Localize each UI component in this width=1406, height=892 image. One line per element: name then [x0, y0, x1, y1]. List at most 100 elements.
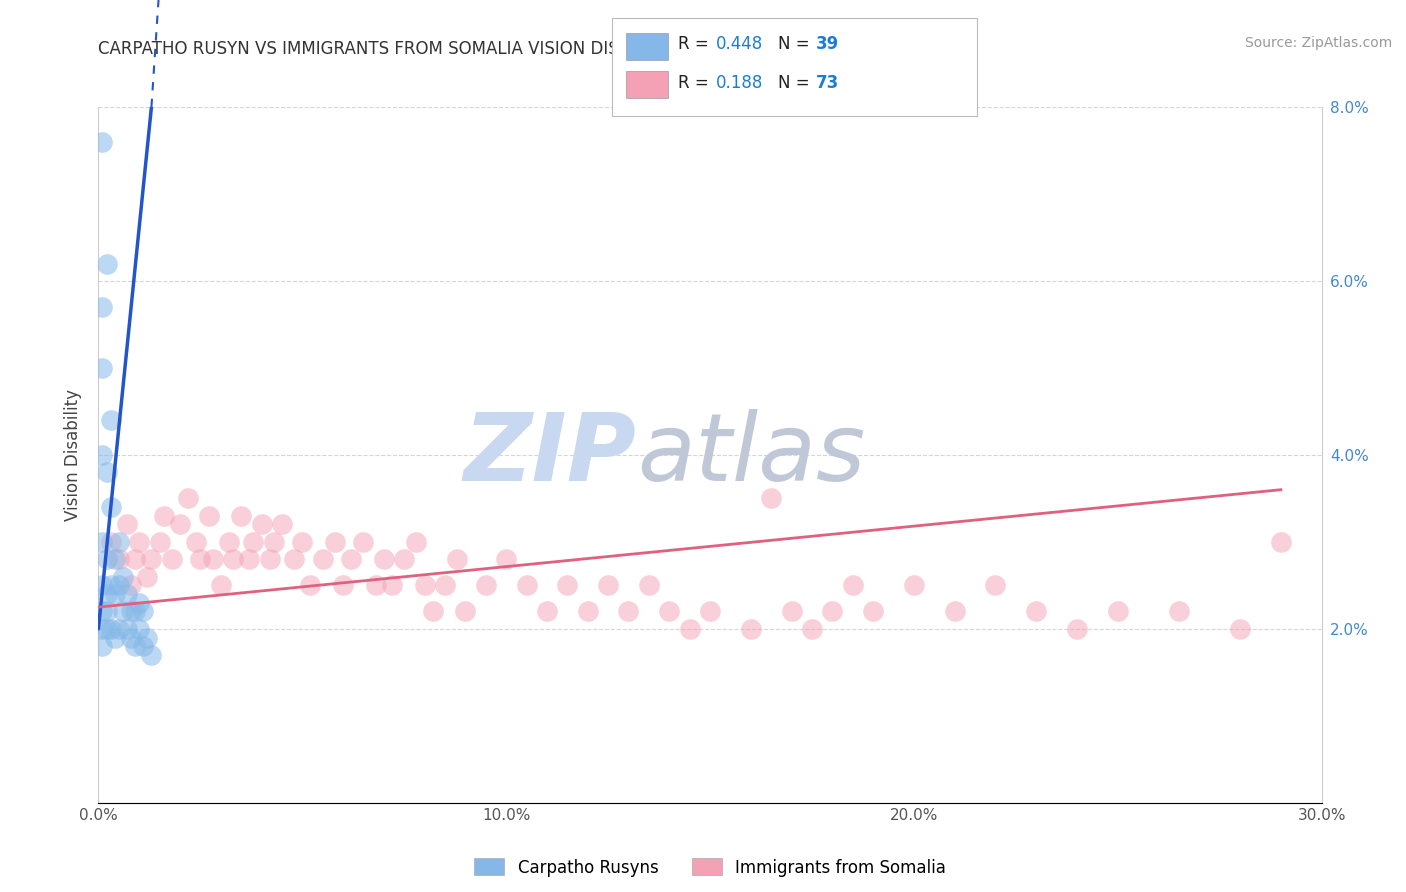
Text: 39: 39 — [815, 35, 839, 53]
Point — [1229, 622, 1251, 636]
Point — [186, 535, 208, 549]
Text: CARPATHO RUSYN VS IMMIGRANTS FROM SOMALIA VISION DISABILITY CORRELATION CHART: CARPATHO RUSYN VS IMMIGRANTS FROM SOMALI… — [98, 40, 866, 58]
Point — [1167, 605, 1189, 619]
Point — [100, 413, 122, 427]
Point — [218, 535, 240, 549]
Point — [474, 578, 498, 592]
Point — [115, 587, 138, 601]
Point — [152, 508, 174, 523]
Point — [238, 552, 260, 566]
Point — [115, 622, 138, 636]
Point — [984, 578, 1007, 592]
Y-axis label: Vision Disability: Vision Disability — [65, 389, 83, 521]
Point — [91, 360, 114, 375]
Point — [96, 622, 118, 636]
Point — [124, 639, 146, 653]
Point — [454, 605, 477, 619]
Text: N =: N = — [778, 74, 814, 92]
Point — [821, 605, 844, 619]
Point — [617, 605, 640, 619]
Point — [495, 552, 517, 566]
Point — [1025, 605, 1047, 619]
Point — [104, 587, 127, 601]
Point — [91, 578, 114, 592]
Point — [943, 605, 966, 619]
Point — [160, 552, 183, 566]
Point — [124, 552, 146, 566]
Point — [96, 552, 118, 566]
Point — [91, 300, 114, 314]
Point — [352, 535, 374, 549]
Point — [96, 257, 118, 271]
Point — [104, 552, 127, 566]
Point — [188, 552, 212, 566]
Point — [679, 622, 702, 636]
Text: Source: ZipAtlas.com: Source: ZipAtlas.com — [1244, 36, 1392, 50]
Point — [209, 578, 232, 592]
Point — [136, 631, 159, 645]
Point — [132, 605, 155, 619]
Point — [141, 552, 163, 566]
Point — [259, 552, 281, 566]
Point — [373, 552, 395, 566]
Point — [699, 605, 721, 619]
Text: R =: R = — [678, 35, 714, 53]
Point — [299, 578, 322, 592]
Point — [291, 535, 314, 549]
Point — [132, 639, 155, 653]
Point — [177, 491, 200, 506]
Point — [323, 535, 346, 549]
Point — [96, 587, 118, 601]
Text: 0.188: 0.188 — [716, 74, 763, 92]
Point — [761, 491, 783, 506]
Point — [120, 631, 142, 645]
Point — [364, 578, 387, 592]
Point — [250, 517, 273, 532]
Point — [270, 517, 294, 532]
Point — [801, 622, 824, 636]
Point — [108, 578, 131, 592]
Point — [96, 466, 118, 480]
Point — [740, 622, 762, 636]
Point — [516, 578, 538, 592]
Point — [405, 535, 427, 549]
Point — [422, 605, 444, 619]
Text: 73: 73 — [815, 74, 839, 92]
Point — [100, 622, 122, 636]
Point — [381, 578, 404, 592]
Text: N =: N = — [778, 35, 814, 53]
Point — [120, 578, 142, 592]
Point — [340, 552, 363, 566]
Point — [104, 631, 127, 645]
Point — [91, 622, 114, 636]
Point — [557, 578, 579, 592]
Point — [841, 578, 863, 592]
Point — [128, 596, 150, 610]
Point — [862, 605, 884, 619]
Point — [91, 605, 114, 619]
Point — [903, 578, 925, 592]
Point — [598, 578, 620, 592]
Point — [1107, 605, 1129, 619]
Point — [263, 535, 285, 549]
Text: atlas: atlas — [637, 409, 865, 500]
Point — [96, 605, 118, 619]
Point — [283, 552, 305, 566]
Point — [136, 570, 159, 584]
Point — [222, 552, 245, 566]
Point — [111, 605, 134, 619]
Point — [312, 552, 335, 566]
Point — [100, 500, 122, 514]
Point — [231, 508, 253, 523]
Point — [128, 622, 150, 636]
Point — [1270, 535, 1292, 549]
Point — [91, 135, 114, 149]
Point — [115, 517, 138, 532]
Point — [91, 639, 114, 653]
Point — [576, 605, 599, 619]
Point — [100, 535, 122, 549]
Point — [201, 552, 224, 566]
Point — [120, 605, 142, 619]
Point — [638, 578, 661, 592]
Point — [242, 535, 264, 549]
